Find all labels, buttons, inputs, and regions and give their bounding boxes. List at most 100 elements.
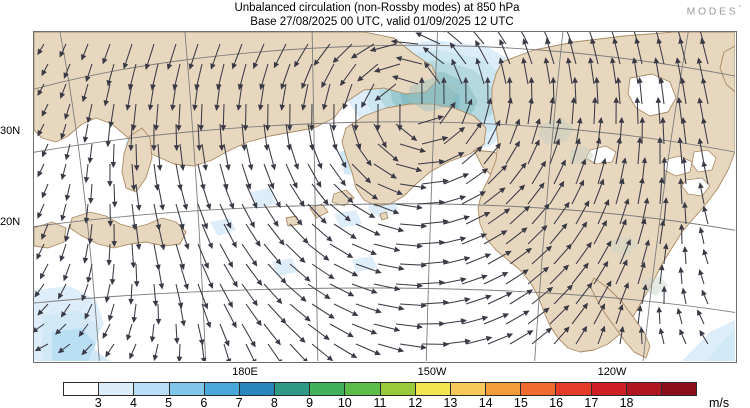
wind-arrow-head: [566, 284, 573, 291]
wind-arrow-head: [102, 332, 108, 339]
wind-arrow-head: [421, 223, 428, 229]
wind-arrow-head: [700, 77, 707, 84]
wind-arrow-head: [256, 279, 263, 286]
colorbar-tick-5: 5: [165, 396, 173, 408]
colorbar-tick-8: 8: [270, 396, 278, 408]
wind-arrow-head: [623, 198, 630, 205]
wind-arrow-head: [347, 196, 354, 204]
wind-arrow-head: [681, 287, 687, 294]
wind-arrow-head: [619, 326, 625, 333]
wind-arrow-head: [560, 159, 566, 167]
wind-arrow-head: [300, 104, 307, 111]
wind-arrow-head: [159, 204, 165, 211]
wind-arrow-head: [696, 57, 703, 64]
wind-arrow-head: [660, 116, 666, 123]
wind-arrow-head: [616, 137, 622, 144]
wind-arrow-head: [631, 57, 638, 64]
wind-arrow-head: [81, 95, 88, 103]
wind-arrow-head: [274, 338, 281, 346]
wind-arrow-head: [676, 307, 683, 315]
chart-subtitle: Base 27/08/2025 00 UTC, valid 01/09/2025…: [250, 15, 514, 28]
wind-arrow-head: [702, 205, 708, 212]
wind-vector-layer: [34, 32, 709, 361]
wind-arrow-head: [604, 199, 610, 206]
wind-arrow-head: [131, 316, 138, 324]
wind-arrow-head: [641, 217, 647, 225]
wind-arrow-head: [180, 320, 186, 327]
wind-arrow-head: [252, 299, 258, 307]
wind-arrow-head: [153, 125, 160, 132]
wind-arrow-head: [590, 37, 596, 44]
wind-arrow-head: [236, 104, 242, 111]
wind-arrow-head: [299, 336, 306, 343]
wind-arrow-head: [538, 182, 545, 189]
wind-arrow-head: [485, 335, 493, 342]
wind-arrow-head: [550, 76, 557, 83]
wind-arrow-head: [459, 195, 467, 201]
wind-arrow-head: [60, 173, 67, 180]
wind-arrow-head: [361, 101, 367, 108]
wind-arrow-head: [523, 310, 530, 316]
wind-arrow-head: [622, 259, 628, 266]
wind-arrow-head: [41, 110, 47, 117]
wind-arrow-head: [105, 140, 112, 148]
wind-arrow-head: [682, 245, 688, 253]
wind-arrow-head: [375, 308, 382, 314]
wind-arrow-head: [505, 292, 513, 298]
wind-arrow-head: [563, 201, 570, 209]
colorbar-tick-13: 13: [443, 396, 458, 408]
wind-arrow-head: [105, 350, 111, 358]
wind-arrow-head: [210, 63, 216, 70]
wind-arrow-head: [563, 326, 570, 333]
wind-arrow-head: [86, 116, 92, 124]
wind-arrow-head: [250, 340, 256, 348]
wind-arrow-head: [346, 252, 354, 258]
wind-arrow-head: [588, 57, 594, 64]
wind-arrow-head: [207, 242, 213, 250]
wind-arrow-head: [495, 142, 501, 150]
wind-arrow-head: [644, 239, 650, 246]
wind-arrow-head: [638, 177, 645, 184]
wind-arrow-head: [220, 125, 227, 132]
wind-arrow-head: [200, 357, 207, 361]
wind-arrow-head: [152, 354, 159, 361]
wind-arrow-head: [416, 243, 424, 249]
wind-arrow-head: [294, 60, 300, 68]
wind-arrow-head: [39, 272, 46, 280]
wind-arrow-head: [59, 255, 65, 262]
colorbar-swatch-9: [380, 383, 416, 395]
wind-arrow-head: [278, 358, 282, 361]
wind-arrow-head: [364, 177, 372, 184]
wind-arrow-head: [59, 92, 66, 99]
wind-arrow-head: [198, 125, 204, 132]
wind-arrow-head: [152, 300, 159, 307]
wind-arrow-head: [597, 116, 604, 124]
wind-arrow-head: [158, 283, 165, 290]
wind-arrow-head: [476, 121, 482, 129]
wind-arrow-head: [441, 76, 447, 83]
wind-arrow-head: [592, 96, 598, 103]
wind-arrow-head: [341, 161, 347, 169]
wind-arrow-head: [655, 96, 662, 103]
wind-arrow-head: [166, 63, 173, 70]
wind-arrow-head: [231, 241, 237, 249]
wind-arrow-head: [102, 57, 108, 65]
wind-arrow-head: [398, 265, 405, 271]
wind-arrow-head: [339, 79, 346, 86]
wind-arrow-head: [241, 144, 247, 152]
colorbar-swatch-1: [99, 383, 135, 395]
wind-arrow-head: [567, 37, 574, 45]
wind-arrow-head: [464, 338, 471, 345]
wind-arrow-head: [317, 162, 323, 170]
wind-arrow-head: [179, 164, 186, 172]
wind-arrow-head: [155, 318, 162, 325]
wind-arrow-head: [135, 204, 142, 211]
wind-arrow-head: [231, 62, 238, 70]
wind-arrow-head: [677, 136, 683, 143]
wind-arrow: [497, 32, 507, 45]
wind-arrow-head: [332, 56, 339, 64]
wind-arrow-head: [270, 163, 277, 171]
wind-arrow-head: [85, 75, 91, 83]
wind-arrow-head: [546, 286, 554, 293]
